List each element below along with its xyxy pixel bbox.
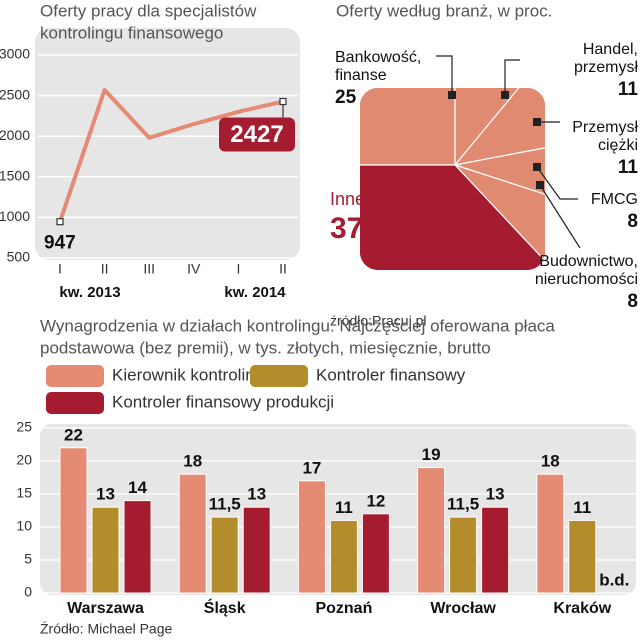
slice-value: 8 xyxy=(627,211,638,232)
x-tick-label: Śląsk xyxy=(204,598,246,617)
slice-value: 37 xyxy=(330,212,363,245)
slice-label: Budownictwo, xyxy=(539,253,638,270)
chart-title: Oferty pracy dla specjalistów xyxy=(40,1,257,20)
source: źródło:Pracuj.pl xyxy=(330,313,427,329)
value-label-box xyxy=(219,117,295,152)
bar xyxy=(123,500,152,594)
bar xyxy=(242,506,271,594)
y-tick-label: 3000 xyxy=(0,46,30,62)
bar xyxy=(417,467,446,594)
bar xyxy=(449,516,478,594)
value-label: 2427 xyxy=(230,121,283,148)
line-panel xyxy=(35,28,300,260)
x-tick-label: Kraków xyxy=(553,600,611,617)
value-label: 947 xyxy=(44,233,76,254)
source: Źródło: Michael Page xyxy=(40,621,173,637)
x-group-label: kw. 2014 xyxy=(224,284,286,301)
bar xyxy=(361,513,390,594)
slice-label: finanse xyxy=(335,67,387,84)
x-tick-label: Warszawa xyxy=(67,600,144,617)
point-marker xyxy=(56,218,64,226)
x-tick-label: I xyxy=(58,261,62,277)
x-tick-label: II xyxy=(279,261,287,277)
bar xyxy=(210,516,239,594)
legend-label: Kierownik kontrolingu* xyxy=(112,365,281,384)
pie xyxy=(360,88,545,270)
value-label: 11,5 xyxy=(447,495,479,514)
slice-label: Handel, xyxy=(583,41,638,58)
bar xyxy=(178,473,207,594)
x-tick-label: II xyxy=(101,261,109,277)
slice-label: Inne xyxy=(330,189,365,209)
value-label: 11,5 xyxy=(209,495,241,514)
value-label: 11 xyxy=(335,498,353,517)
value-label: 17 xyxy=(302,458,321,477)
value-label: 13 xyxy=(247,485,266,504)
y-tick-label: 2500 xyxy=(0,86,30,102)
y-tick-label: 1500 xyxy=(0,168,30,184)
x-tick-label: III xyxy=(143,261,155,277)
bar xyxy=(329,519,358,594)
value-label: b.d. xyxy=(599,570,629,589)
value-label: 22 xyxy=(64,425,83,444)
bar xyxy=(481,506,510,594)
chart-title: podstawowa (bez premii), w tys. złotych,… xyxy=(40,338,491,357)
slice-label: Bankowość, xyxy=(335,49,421,66)
y-tick-label: 2000 xyxy=(0,127,30,143)
value-label: 11 xyxy=(573,498,591,517)
chart-title: kontrolingu finansowego xyxy=(40,23,223,42)
point-marker xyxy=(279,97,287,106)
pie-slice xyxy=(453,88,545,166)
value-label: 12 xyxy=(366,491,385,510)
value-label: 19 xyxy=(422,445,441,464)
pie-slice xyxy=(360,88,456,166)
slice-label: przemysł xyxy=(574,59,638,76)
value-label: 13 xyxy=(96,485,115,504)
y-tick-label: 0 xyxy=(24,584,32,600)
slice-value: 11 xyxy=(618,79,639,100)
x-tick-label: Poznań xyxy=(315,600,372,617)
legend-label: Kontroler finansowy produkcji xyxy=(112,392,334,411)
chart-title: Oferty według branż, w proc. xyxy=(336,1,552,20)
value-label: 18 xyxy=(183,452,202,471)
value-label: 13 xyxy=(486,485,505,504)
y-tick-label: 25 xyxy=(16,419,32,435)
chart-title: Wynagrodzenia w działach kontrolingu. Na… xyxy=(40,316,555,335)
x-tick-label: Wrocław xyxy=(430,600,496,617)
pie-slice xyxy=(454,88,545,167)
y-tick-label: 20 xyxy=(16,452,32,468)
legend-swatch xyxy=(46,365,104,387)
slice-value: 8 xyxy=(627,291,638,312)
y-tick-label: 5 xyxy=(24,551,32,567)
bar xyxy=(91,506,120,594)
x-tick-label: I xyxy=(236,261,240,277)
pie-connectors xyxy=(436,55,581,249)
pie-connector-dots xyxy=(448,91,544,189)
legend-label: Kontroler finansowy xyxy=(316,365,466,384)
bar xyxy=(568,519,597,594)
value-label: 18 xyxy=(541,452,560,471)
legend-swatch xyxy=(46,392,104,414)
slice-value: 25 xyxy=(335,87,357,108)
bar xyxy=(536,473,565,594)
slice-label: nieruchomości xyxy=(535,271,638,288)
y-tick-label: 1000 xyxy=(0,208,30,224)
pie-slice xyxy=(454,164,545,270)
bar xyxy=(59,447,88,594)
y-tick-label: 500 xyxy=(7,249,31,265)
x-tick-label: IV xyxy=(187,261,201,277)
x-group-label: kw. 2013 xyxy=(59,284,120,301)
slice-label: FMCG xyxy=(591,191,638,208)
line-series xyxy=(58,87,284,223)
slice-label: ciężki xyxy=(598,137,638,154)
y-tick-label: 15 xyxy=(16,485,32,501)
slice-value: 11 xyxy=(618,157,639,178)
legend-swatch xyxy=(250,365,308,387)
bar xyxy=(297,480,326,594)
y-tick-label: 10 xyxy=(16,518,32,534)
slice-label: Przemysł xyxy=(572,119,638,136)
value-label: 14 xyxy=(128,478,147,497)
